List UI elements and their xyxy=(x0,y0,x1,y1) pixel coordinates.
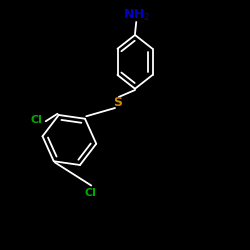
Text: Cl: Cl xyxy=(84,188,96,198)
Text: NH$_2$: NH$_2$ xyxy=(122,8,150,22)
Text: S: S xyxy=(113,96,122,109)
Text: Cl: Cl xyxy=(30,115,42,125)
